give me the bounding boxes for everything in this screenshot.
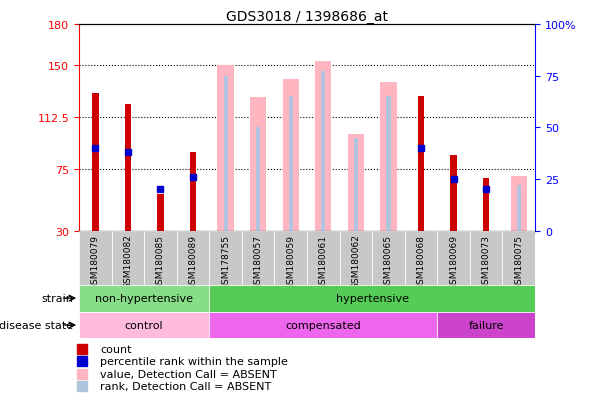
Text: GSM180079: GSM180079 xyxy=(91,234,100,289)
Bar xyxy=(437,312,535,339)
Bar xyxy=(79,231,112,285)
Bar xyxy=(502,231,535,285)
Bar xyxy=(256,128,260,231)
Text: GSM178755: GSM178755 xyxy=(221,234,230,289)
Bar xyxy=(209,312,437,339)
Bar xyxy=(451,156,457,231)
Bar xyxy=(209,231,242,285)
Bar xyxy=(437,231,470,285)
Text: failure: failure xyxy=(468,320,504,330)
Text: value, Detection Call = ABSENT: value, Detection Call = ABSENT xyxy=(100,369,277,379)
Bar xyxy=(315,62,331,231)
Bar xyxy=(381,83,396,231)
Text: GSM180059: GSM180059 xyxy=(286,234,295,289)
Title: GDS3018 / 1398686_at: GDS3018 / 1398686_at xyxy=(226,10,388,24)
Text: GSM180061: GSM180061 xyxy=(319,234,328,289)
Bar xyxy=(218,66,233,231)
Bar xyxy=(125,104,131,231)
Bar xyxy=(209,285,535,312)
Text: GSM180089: GSM180089 xyxy=(188,234,198,289)
Bar xyxy=(79,285,209,312)
Bar xyxy=(321,72,325,231)
Text: non-hypertensive: non-hypertensive xyxy=(95,293,193,304)
Bar xyxy=(144,231,177,285)
Text: rank, Detection Call = ABSENT: rank, Detection Call = ABSENT xyxy=(100,381,272,391)
Bar xyxy=(483,179,489,231)
Bar xyxy=(517,186,521,231)
Text: percentile rank within the sample: percentile rank within the sample xyxy=(100,356,288,366)
Text: GSM180085: GSM180085 xyxy=(156,234,165,289)
Bar xyxy=(274,231,307,285)
Bar xyxy=(387,97,390,231)
Text: control: control xyxy=(125,320,164,330)
Bar xyxy=(307,231,340,285)
Text: GSM180073: GSM180073 xyxy=(482,234,491,289)
Bar xyxy=(177,231,209,285)
Bar xyxy=(348,135,364,231)
Bar xyxy=(354,138,358,231)
Bar xyxy=(289,97,293,231)
Bar xyxy=(340,231,372,285)
Text: GSM180082: GSM180082 xyxy=(123,234,133,289)
Text: GSM180075: GSM180075 xyxy=(514,234,523,289)
Bar xyxy=(157,194,164,231)
Text: GSM180069: GSM180069 xyxy=(449,234,458,289)
Text: disease state: disease state xyxy=(0,320,73,330)
Text: strain: strain xyxy=(41,293,73,304)
Bar xyxy=(372,231,405,285)
Bar xyxy=(224,76,227,231)
Bar xyxy=(470,231,502,285)
Bar xyxy=(283,80,299,231)
Bar xyxy=(112,231,144,285)
Bar xyxy=(250,98,266,231)
Text: GSM180065: GSM180065 xyxy=(384,234,393,289)
Text: GSM180062: GSM180062 xyxy=(351,234,361,289)
Text: compensated: compensated xyxy=(285,320,361,330)
Text: hypertensive: hypertensive xyxy=(336,293,409,304)
Bar xyxy=(92,94,98,231)
Text: GSM180057: GSM180057 xyxy=(254,234,263,289)
Bar xyxy=(242,231,274,285)
Bar xyxy=(418,96,424,231)
Text: GSM180068: GSM180068 xyxy=(416,234,426,289)
Bar xyxy=(511,176,527,231)
Bar xyxy=(190,153,196,231)
Text: count: count xyxy=(100,344,132,354)
Bar xyxy=(405,231,437,285)
Bar xyxy=(79,312,209,339)
